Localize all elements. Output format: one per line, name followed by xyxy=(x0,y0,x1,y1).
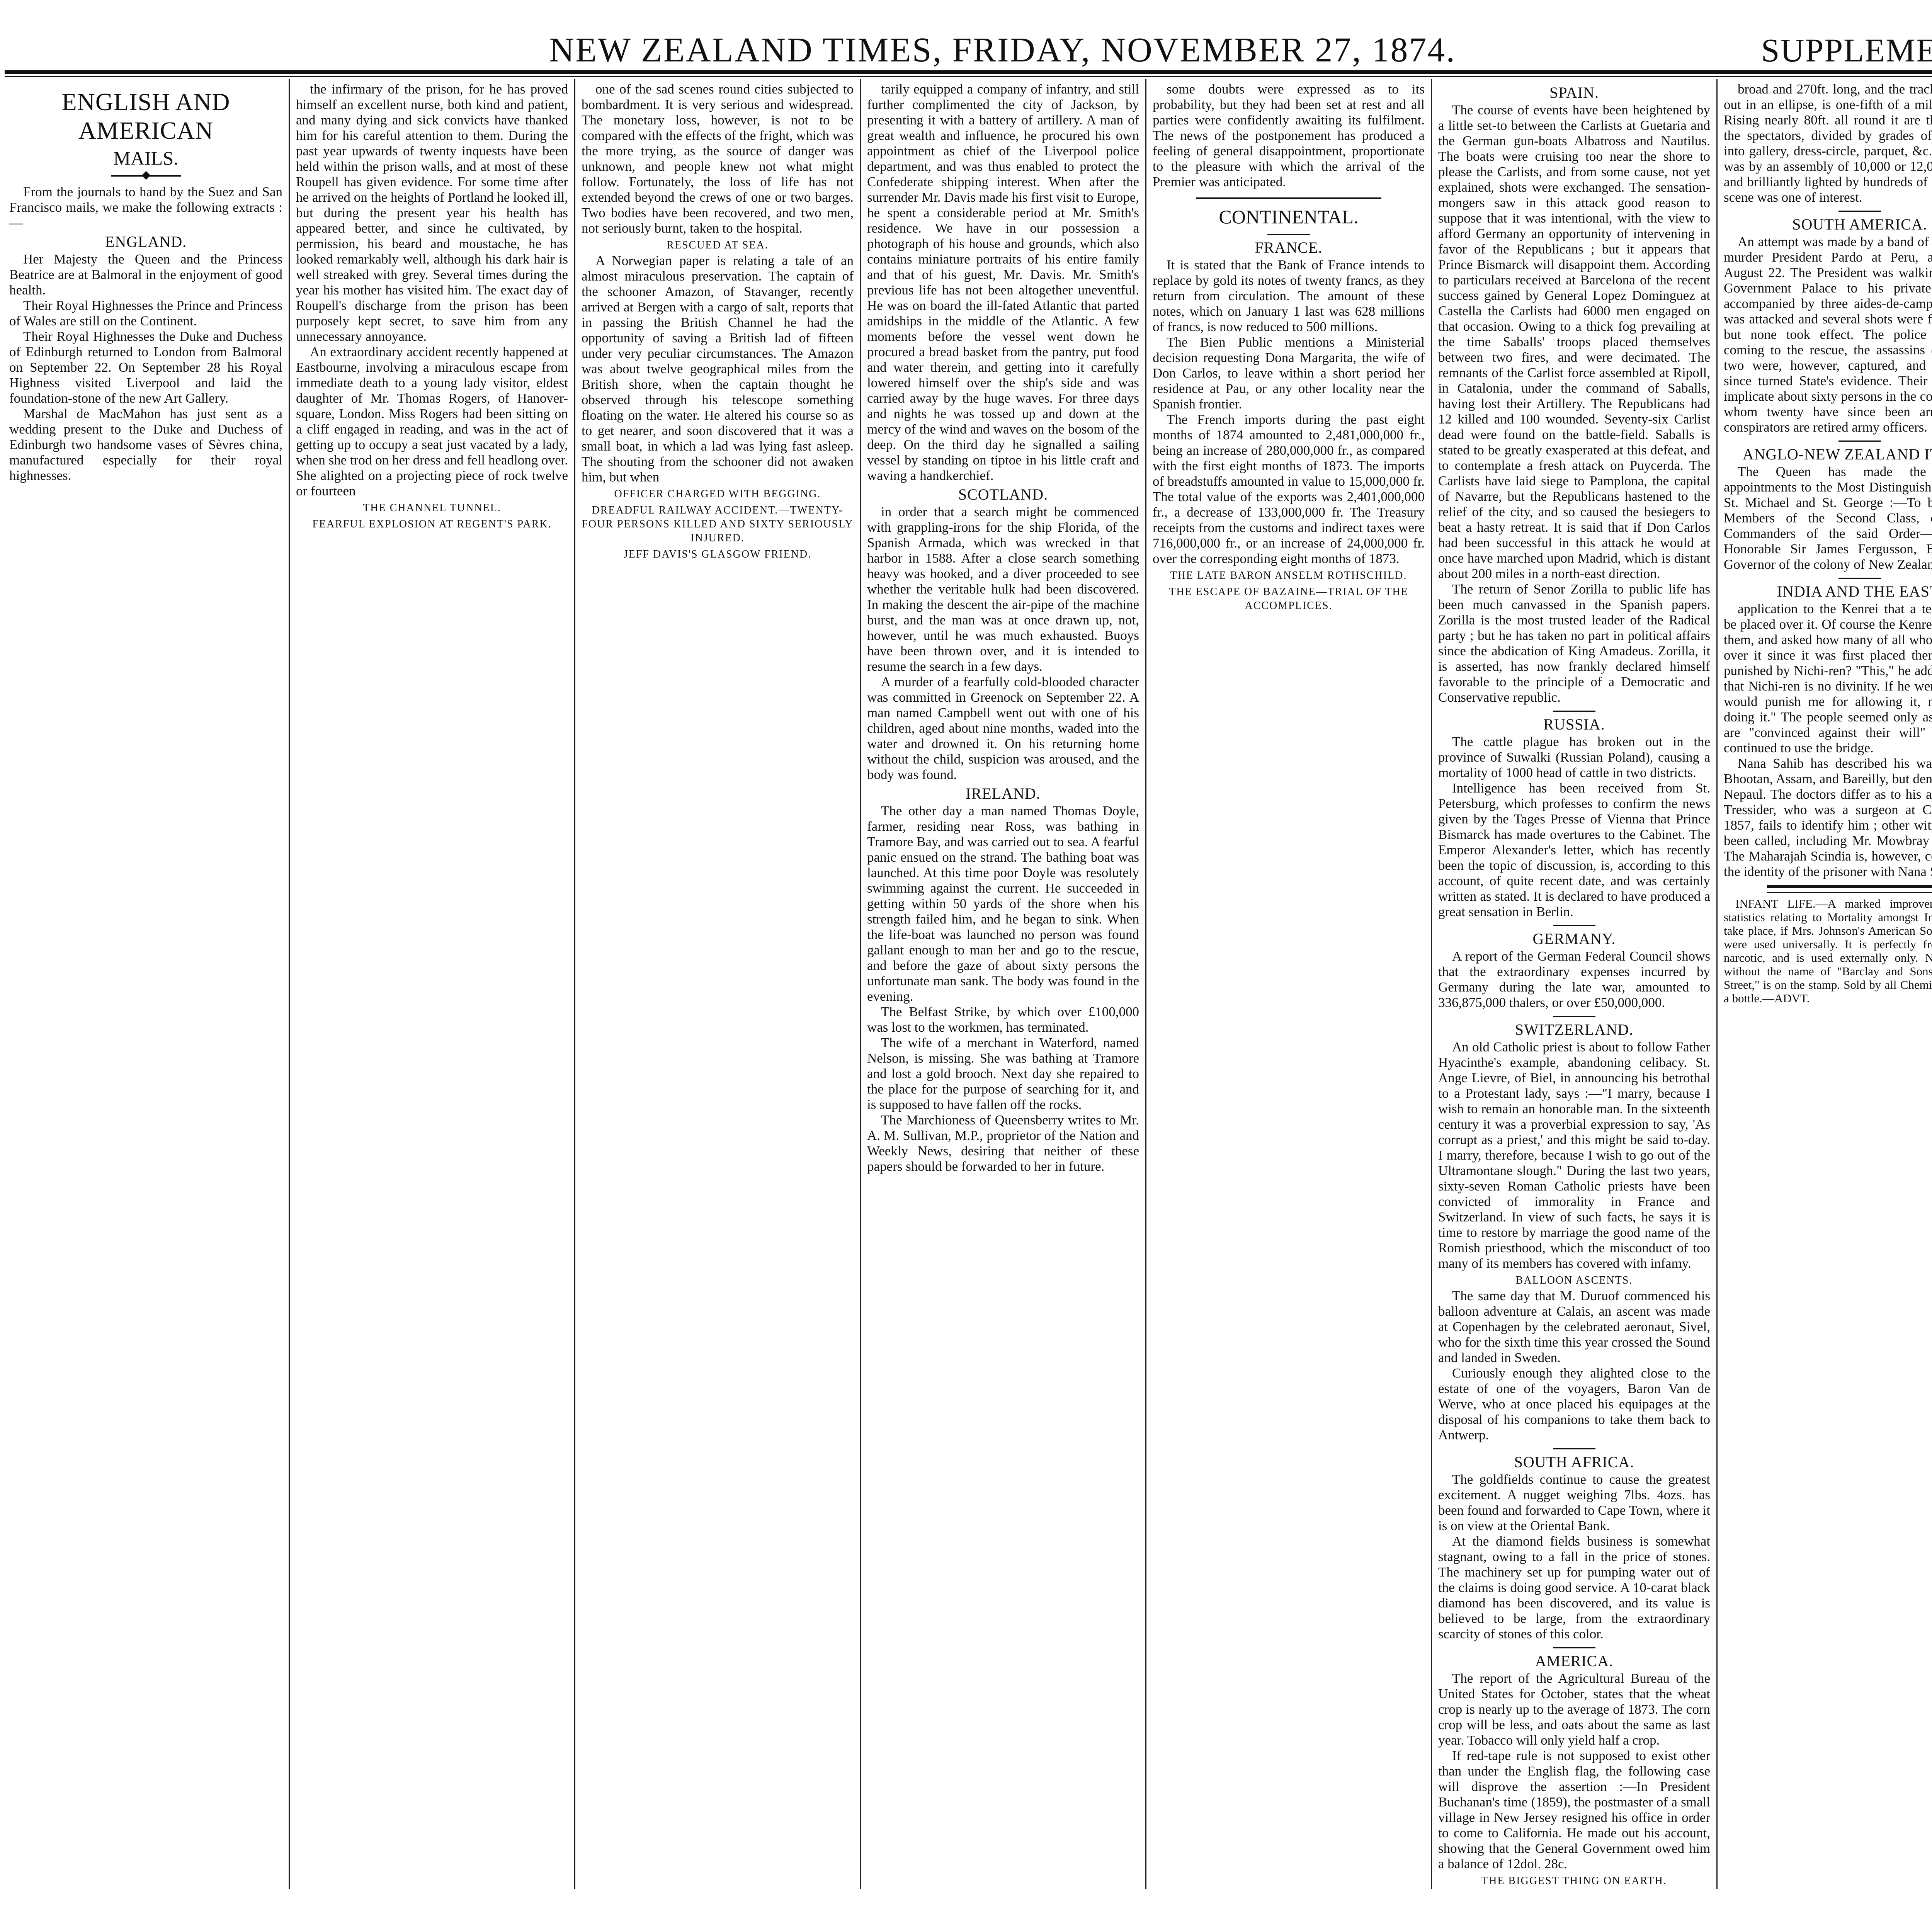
section-heading: INDIA AND THE EAST. xyxy=(1777,583,1932,600)
rule-divider xyxy=(1267,234,1310,235)
paragraph: Their Royal Highnesses the Prince and Pr… xyxy=(9,298,282,328)
paragraph: The other day a man named Thomas Doyle, … xyxy=(867,803,1139,1004)
article-subheading: THE LATE BARON ANSELM ROTHSCHILD. xyxy=(1170,570,1407,582)
article-subheading: RESCUED AT SEA. xyxy=(667,239,769,251)
article-subheading: BALLOON ASCENTS. xyxy=(1515,1274,1633,1286)
paragraph: tarily equipped a company of infantry, a… xyxy=(867,82,1139,483)
newspaper-columns: ENGLISH AND AMERICAN MAILS. From the journ… xyxy=(3,79,1932,1889)
paragraph: An extraordinary accident recently happe… xyxy=(296,344,568,498)
article-subheading: FEARFUL EXPLOSION AT REGENT'S PARK. xyxy=(312,518,552,530)
paragraph: The cattle plague has broken out in the … xyxy=(1438,734,1710,780)
column-2: the infirmary of the prison, for he has … xyxy=(289,79,574,1889)
column-5: some doubts were expressed as to its pro… xyxy=(1145,79,1431,1889)
paragraph: in order that a search might be commence… xyxy=(867,504,1139,674)
section-heading: IRELAND. xyxy=(966,785,1041,802)
paragraph: A report of the German Federal Council s… xyxy=(1438,949,1710,1010)
paragraph: The wife of a merchant in Waterford, nam… xyxy=(867,1035,1139,1112)
column-1: ENGLISH AND AMERICAN MAILS. From the journ… xyxy=(3,79,289,1889)
column-4: tarily equipped a company of infantry, a… xyxy=(860,79,1145,1889)
rule-divider xyxy=(1553,1016,1595,1017)
section-heading: CONTINENTAL. xyxy=(1219,206,1359,228)
rule-divider xyxy=(1838,440,1881,442)
paragraph: From the journals to hand by the Suez an… xyxy=(9,184,282,230)
rule-divider xyxy=(1838,211,1881,212)
paragraph: The report of the Agricultural Bureau of… xyxy=(1438,1671,1710,1748)
section-heading: ENGLISH AND AMERICAN xyxy=(61,88,230,144)
paragraph: Nana Sahib has described his wanderings … xyxy=(1724,756,1932,879)
paragraph: application to the Kenrei that a temple … xyxy=(1724,601,1932,755)
paragraph: The course of events have been heightene… xyxy=(1438,102,1710,581)
section-heading: SCOTLAND. xyxy=(958,486,1048,503)
rule-divider xyxy=(1553,711,1595,712)
paragraph: broad and 270ft. long, and the track its… xyxy=(1724,82,1932,205)
rule-divider xyxy=(1767,885,1932,893)
paragraph: If red-tape rule is not supposed to exis… xyxy=(1438,1748,1710,1871)
article-subheading: THE BIGGEST THING ON EARTH. xyxy=(1481,1875,1667,1887)
paragraph: The return of Senor Zorilla to public li… xyxy=(1438,582,1710,705)
rule-divider xyxy=(1553,925,1595,926)
paragraph: A murder of a fearfully cold-blooded cha… xyxy=(867,674,1139,782)
paragraph: Her Majesty the Queen and the Princess B… xyxy=(9,252,282,298)
section-heading: ENGLAND. xyxy=(105,233,187,250)
rule-divider xyxy=(1838,578,1881,579)
paragraph: The Belfast Strike, by which over £100,0… xyxy=(867,1004,1139,1035)
paragraph: one of the sad scenes round cities subje… xyxy=(582,82,854,236)
section-heading: SOUTH AMERICA. xyxy=(1792,216,1927,233)
paragraph: Curiously enough they alighted close to … xyxy=(1438,1366,1710,1442)
paragraph: An old Catholic priest is about to follo… xyxy=(1438,1039,1710,1271)
section-heading: FRANCE. xyxy=(1255,239,1323,256)
article-subheading: THE CHANNEL TUNNEL. xyxy=(363,502,501,514)
section-heading: AMERICA. xyxy=(1535,1652,1614,1670)
section-heading: SOUTH AFRICA. xyxy=(1514,1453,1634,1471)
rule-divider xyxy=(1196,197,1381,199)
paragraph: the infirmary of the prison, for he has … xyxy=(296,82,568,344)
masthead-rule-thin xyxy=(5,76,1932,77)
section-heading: MAILS. xyxy=(113,147,179,169)
column-6: SPAIN. The course of events have been hei… xyxy=(1431,79,1716,1889)
column-3: one of the sad scenes round cities subje… xyxy=(574,79,860,1889)
section-heading: ANGLO-NEW ZEALAND ITEMS. xyxy=(1742,446,1932,463)
masthead-rule xyxy=(5,70,1932,74)
paragraph: The Queen has made the following appoint… xyxy=(1724,464,1932,572)
paragraph: Marshal de MacMahon has just sent as a w… xyxy=(9,406,282,483)
section-heading: GERMANY. xyxy=(1532,930,1616,947)
newspaper-title: NEW ZEALAND TIMES, FRIDAY, NOVEMBER 27, … xyxy=(549,31,1456,69)
section-heading: RUSSIA. xyxy=(1543,716,1605,733)
masthead: NEW ZEALAND TIMES, FRIDAY, NOVEMBER 27, … xyxy=(0,0,1932,69)
article-subheading: OFFICER CHARGED WITH BEGGING. xyxy=(614,488,821,500)
paragraph: Intelligence has been received from St. … xyxy=(1438,781,1710,919)
rule-divider xyxy=(1553,1647,1595,1648)
paragraph: some doubts were expressed as to its pro… xyxy=(1153,82,1425,189)
paragraph: At the diamond fields business is somewh… xyxy=(1438,1534,1710,1641)
rule-divider xyxy=(1553,1448,1595,1449)
paragraph: It is stated that the Bank of France int… xyxy=(1153,257,1425,334)
paragraph: A Norwegian paper is relating a tale of … xyxy=(582,253,854,485)
article-subheading: JEFF DAVIS'S GLASGOW FRIEND. xyxy=(623,548,812,560)
ornament-divider xyxy=(111,175,181,177)
article-subheading: DREADFUL RAILWAY ACCIDENT.—TWENTY-FOUR P… xyxy=(582,504,854,544)
paragraph: Their Royal Highnesses the Duke and Duch… xyxy=(9,329,282,406)
section-heading: SWITZERLAND. xyxy=(1515,1021,1634,1038)
paragraph: The same day that M. Duruof commenced hi… xyxy=(1438,1288,1710,1365)
paragraph: The French imports during the past eight… xyxy=(1153,412,1425,566)
section-heading: SPAIN. xyxy=(1549,84,1599,101)
paragraph: The goldfields continue to cause the gre… xyxy=(1438,1472,1710,1533)
advertisement: INFANT LIFE.—A marked improvement in the… xyxy=(1724,897,1932,1005)
article-subheading: THE ESCAPE OF BAZAINE—TRIAL OF THE ACCOM… xyxy=(1169,586,1408,612)
paragraph: The Marchioness of Queensberry writes to… xyxy=(867,1112,1139,1174)
paragraph: An attempt was made by a band of assassi… xyxy=(1724,234,1932,435)
paragraph: The Bien Public mentions a Ministerial d… xyxy=(1153,335,1425,412)
supplement-label: SUPPLEMENT. xyxy=(1761,32,1932,69)
column-7: broad and 270ft. long, and the track its… xyxy=(1716,79,1932,1889)
